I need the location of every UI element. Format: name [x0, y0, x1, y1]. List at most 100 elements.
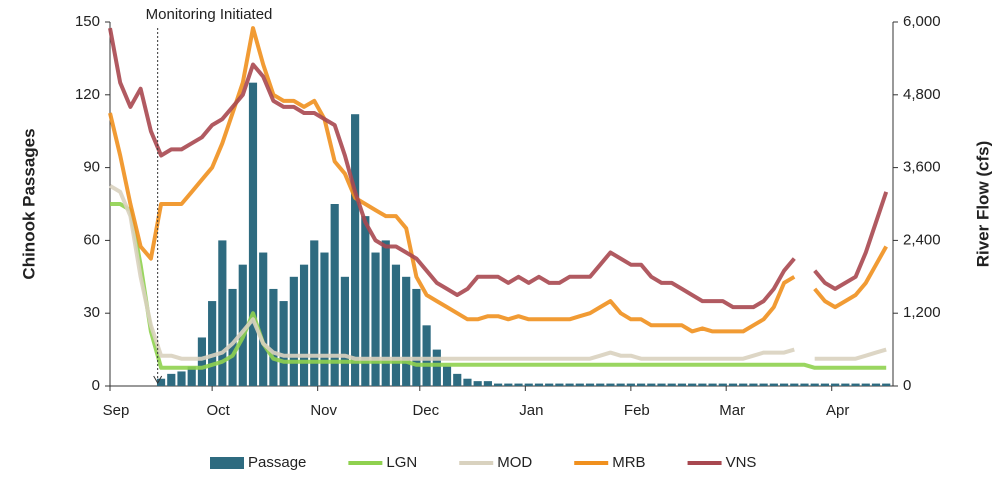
- bar: [299, 264, 309, 386]
- bar: [259, 252, 268, 386]
- y-axis-title: Chinook Passages: [19, 128, 38, 279]
- x-tick-label: Nov: [310, 402, 337, 419]
- legend-label: VNS: [726, 454, 757, 471]
- line: [108, 26, 888, 334]
- x-tick-label: Jan: [519, 402, 543, 419]
- y-tick-label: 90: [83, 159, 100, 176]
- bar: [156, 378, 166, 386]
- y-tick-label: 150: [75, 13, 100, 30]
- annotation: Monitoring Initiated: [146, 6, 273, 23]
- y2-tick-label: 4,800: [903, 86, 941, 103]
- bar: [504, 383, 513, 386]
- x-tick-label: Apr: [826, 402, 849, 419]
- y2-axis-title: River Flow (cfs): [973, 141, 992, 268]
- bar: [218, 240, 227, 386]
- bar: [575, 383, 584, 386]
- y-tick-label: 0: [92, 377, 100, 394]
- bar: [412, 288, 421, 386]
- bar: [463, 378, 472, 386]
- bar: [871, 383, 881, 386]
- bar: [841, 383, 850, 386]
- bar: [831, 383, 840, 386]
- y-tick-label: 30: [83, 304, 100, 321]
- bar: [565, 383, 574, 386]
- bar: [545, 383, 554, 386]
- bar: [402, 276, 411, 386]
- bar: [657, 383, 666, 386]
- bar: [391, 264, 401, 386]
- bar: [790, 383, 799, 386]
- bar: [882, 383, 891, 386]
- bar: [688, 383, 697, 386]
- y2-tick-label: 3,600: [903, 159, 941, 176]
- line: [108, 27, 889, 310]
- bar: [269, 288, 278, 386]
- y2-tick-label: 2,400: [903, 231, 941, 248]
- bar: [279, 301, 288, 386]
- bar: [524, 383, 533, 386]
- bar: [759, 383, 768, 386]
- bar: [422, 325, 431, 386]
- bar: [861, 383, 870, 386]
- bar: [330, 204, 339, 386]
- bar: [800, 383, 809, 386]
- bar: [238, 264, 247, 386]
- bar: [647, 383, 656, 386]
- bar: [779, 383, 789, 386]
- x-tick-label: Oct: [206, 402, 230, 419]
- line: [110, 202, 887, 370]
- annotation-arrow: [153, 375, 163, 385]
- bar: [585, 383, 595, 386]
- bar: [289, 276, 298, 386]
- bar: [555, 383, 564, 386]
- bar: [351, 114, 360, 387]
- x-tick-label: Feb: [624, 402, 650, 419]
- bar: [667, 383, 676, 386]
- bar: [851, 383, 860, 386]
- bar: [749, 383, 758, 386]
- bar: [208, 301, 217, 386]
- legend-label: MRB: [612, 454, 645, 471]
- bar: [310, 240, 319, 386]
- bar: [606, 383, 615, 386]
- bar: [636, 383, 646, 386]
- y2-tick-label: 1,200: [903, 304, 941, 321]
- bar: [177, 371, 186, 386]
- y-tick-label: 60: [83, 231, 100, 248]
- bar: [739, 383, 748, 386]
- bar: [320, 252, 329, 386]
- bar: [494, 383, 503, 386]
- x-tick-label: Mar: [719, 402, 745, 419]
- bar: [728, 383, 738, 386]
- bar: [473, 381, 482, 386]
- x-tick-label: Sep: [103, 402, 130, 419]
- line: [108, 184, 887, 361]
- bar: [432, 349, 441, 386]
- bar: [371, 252, 380, 386]
- legend-label: LGN: [386, 454, 417, 471]
- bar: [453, 373, 462, 386]
- bar: [442, 366, 452, 386]
- bar: [228, 288, 237, 386]
- bar: [708, 383, 717, 386]
- bar: [340, 276, 349, 386]
- bar: [698, 383, 707, 386]
- bar: [810, 383, 819, 386]
- bar: [167, 373, 176, 386]
- bar: [514, 383, 523, 386]
- bar: [616, 383, 625, 386]
- y2-tick-label: 0: [903, 377, 911, 394]
- legend-label: MOD: [497, 454, 532, 471]
- bar: [361, 216, 370, 386]
- y-tick-label: 120: [75, 86, 100, 103]
- bar: [187, 366, 196, 386]
- legend-label: Passage: [248, 454, 306, 471]
- bar: [626, 383, 635, 386]
- legend-swatch: [210, 457, 244, 469]
- bar: [820, 383, 829, 386]
- bar: [197, 337, 207, 386]
- y2-tick-label: 6,000: [903, 13, 941, 30]
- bar: [718, 383, 727, 386]
- bar: [769, 383, 778, 386]
